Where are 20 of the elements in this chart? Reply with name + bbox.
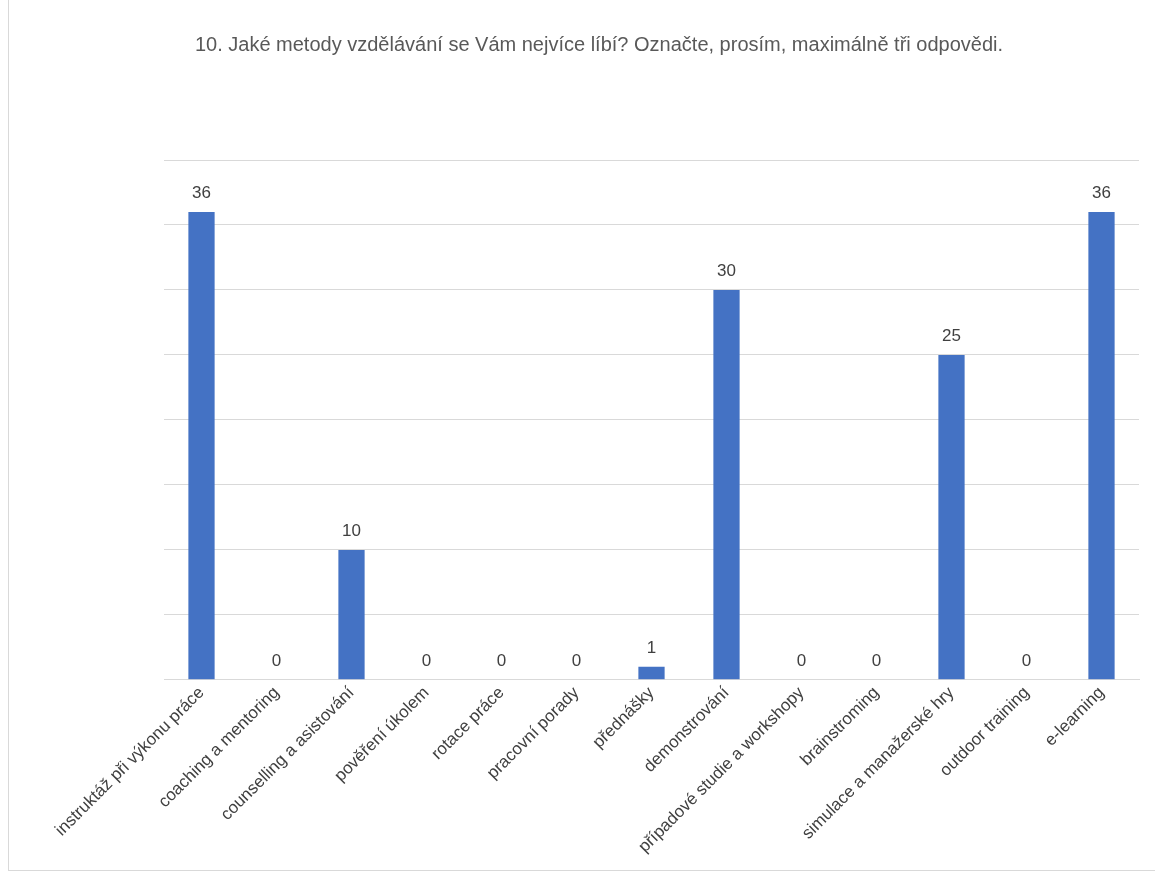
- data-label: 30: [717, 261, 736, 281]
- bar: [338, 549, 365, 680]
- bar: [188, 211, 215, 680]
- bar: [1088, 211, 1115, 680]
- chart-title: 10. Jaké metody vzdělávání se Vám nejvíce líbí? Označte, prosím, maximálně tři odpovědi.: [193, 32, 1005, 57]
- data-label: 36: [1092, 183, 1111, 203]
- data-label: 36: [192, 183, 211, 203]
- data-label: 0: [421, 651, 432, 671]
- data-label: 0: [271, 651, 282, 671]
- data-label: 10: [342, 521, 361, 541]
- data-label: 0: [496, 651, 507, 671]
- data-label: 0: [1021, 651, 1032, 671]
- data-label: 1: [646, 638, 657, 658]
- data-label: 0: [796, 651, 807, 671]
- bar: [713, 289, 740, 680]
- bar: [938, 354, 965, 680]
- data-label: 0: [871, 651, 882, 671]
- data-label: 25: [942, 326, 961, 346]
- bar: [638, 666, 665, 680]
- data-label: 0: [571, 651, 582, 671]
